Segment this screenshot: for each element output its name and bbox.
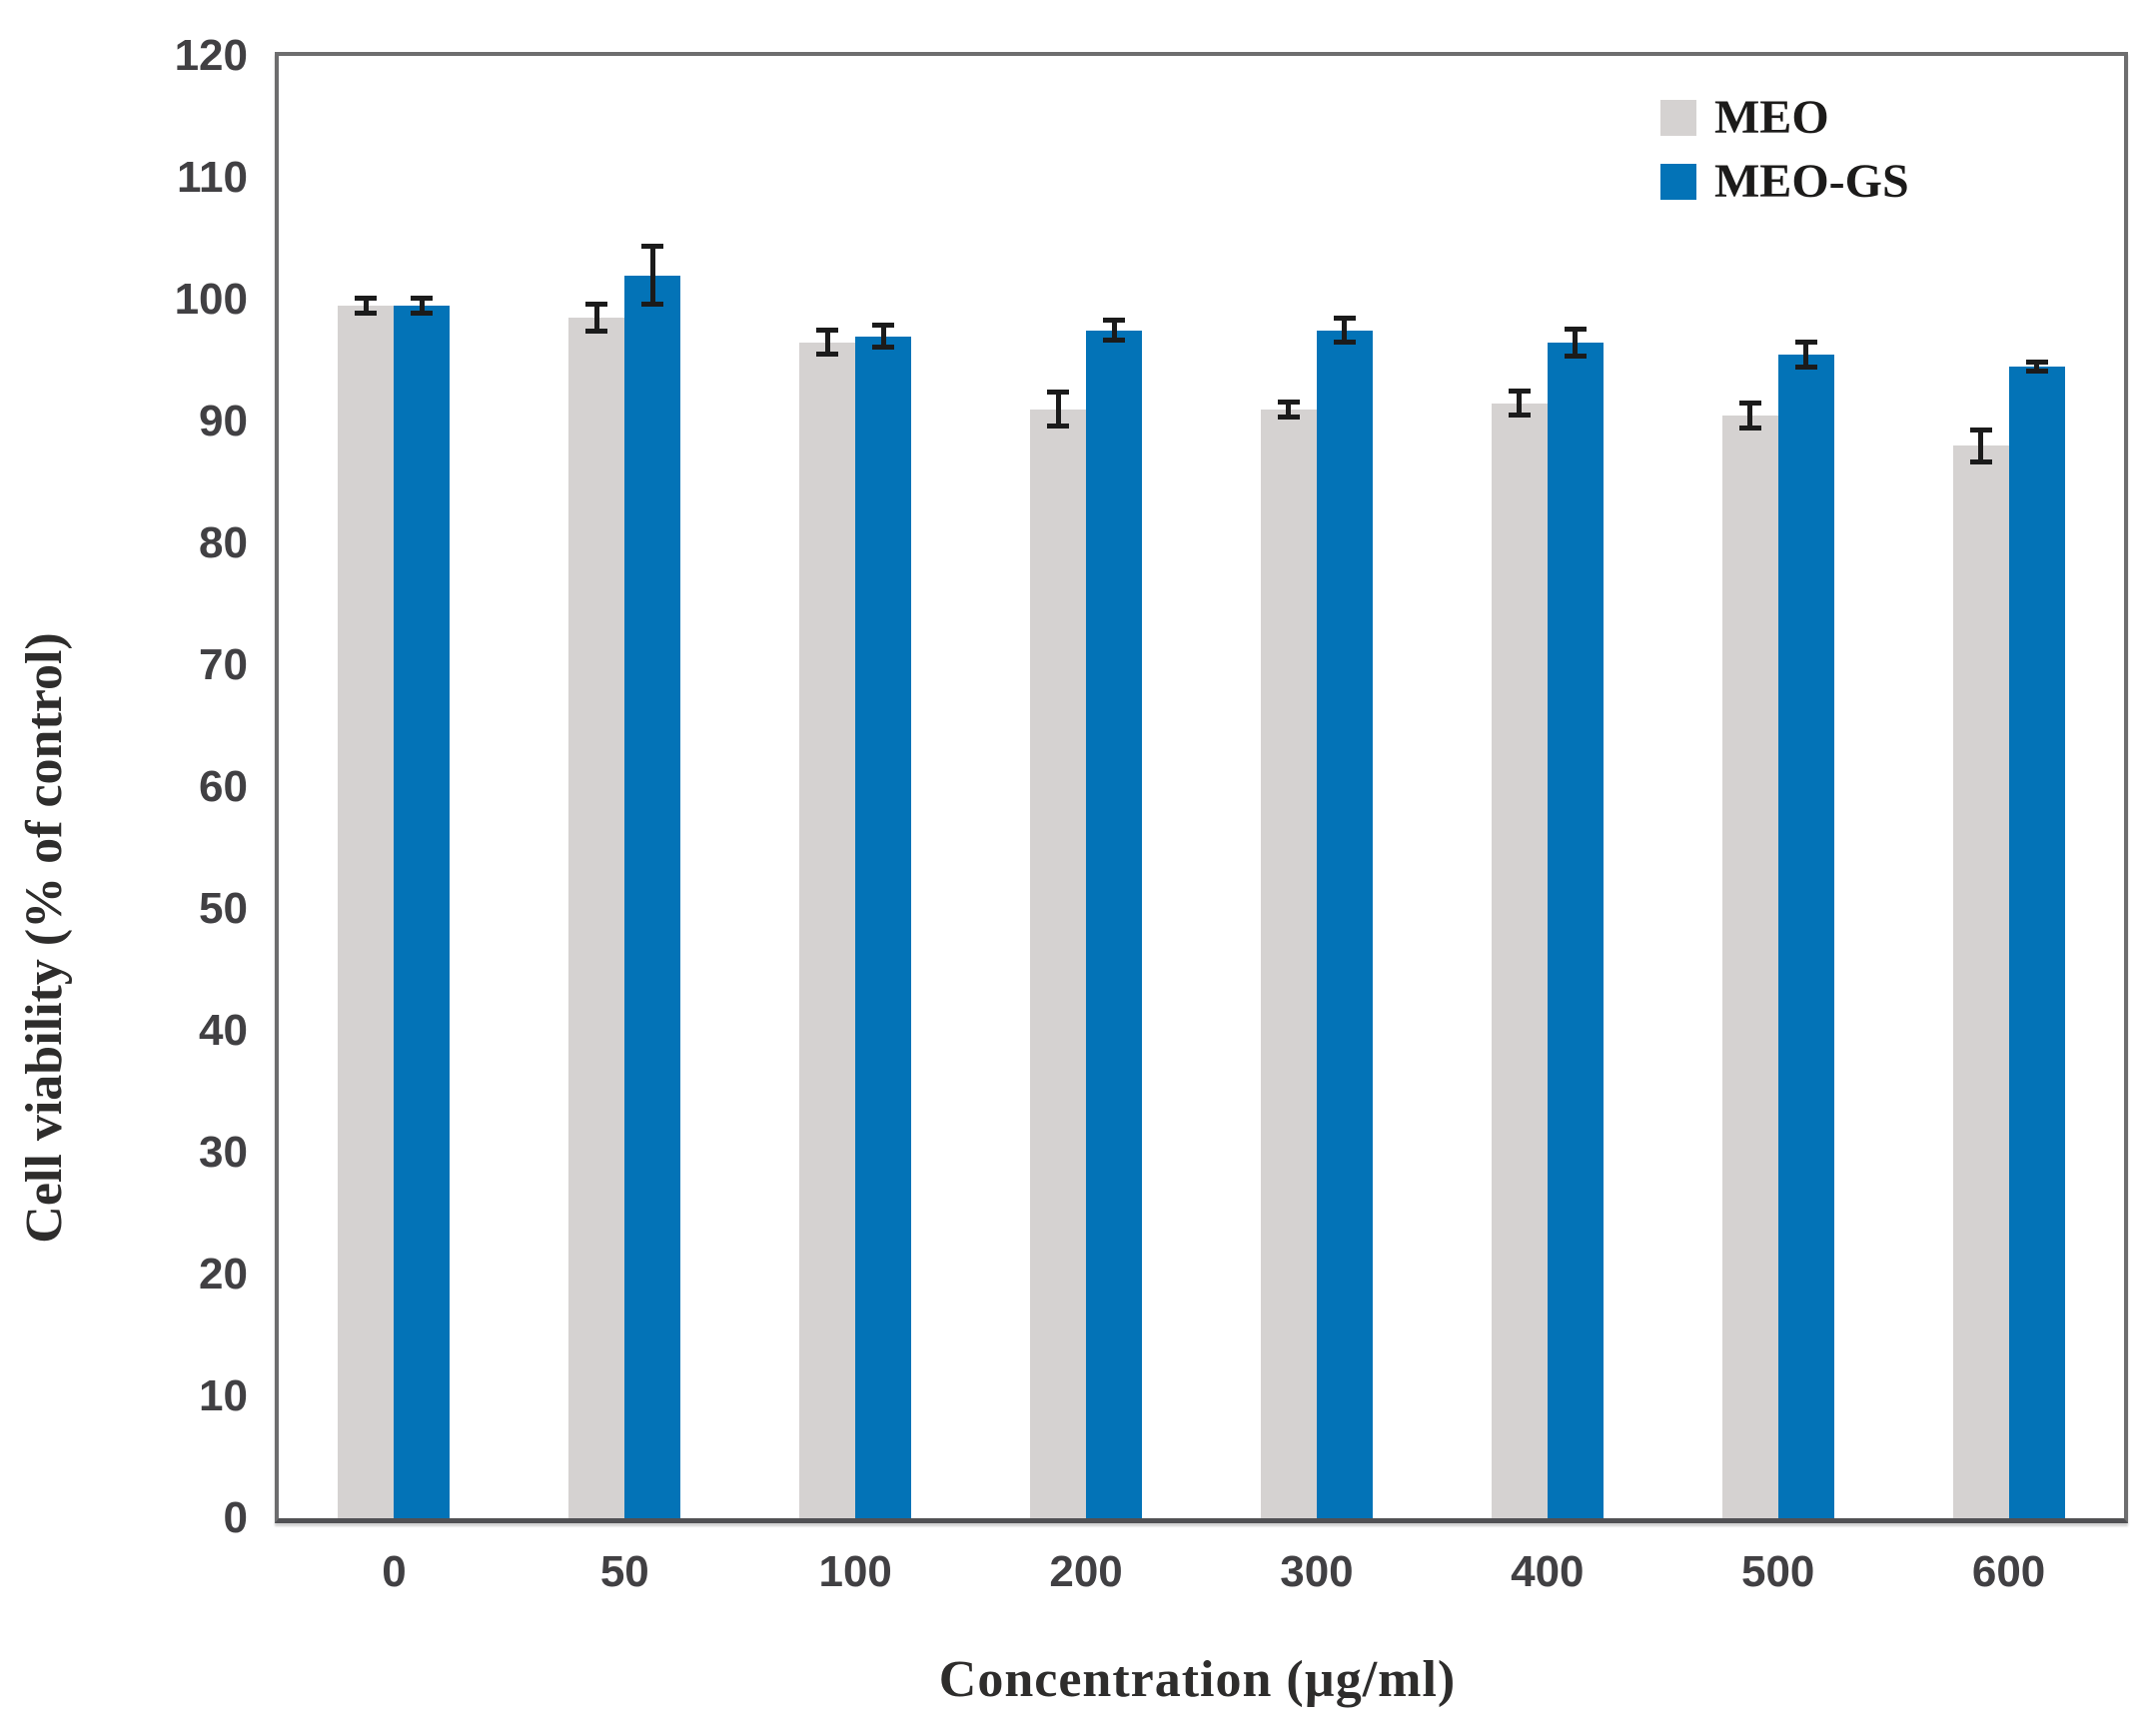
errorbar-cap-bottom-meo-0 — [355, 310, 378, 316]
bar-meo-gs-600 — [2008, 367, 2065, 1518]
errorbar-cap-bottom-meo-500 — [1738, 425, 1761, 431]
errorbar-meo-gs-0 — [419, 296, 425, 316]
errorbar-meo-gs-50 — [649, 243, 655, 308]
x-tick-label-300: 300 — [1280, 1547, 1354, 1596]
bar-meo-300 — [1260, 409, 1317, 1518]
y-tick-label-120: 120 — [174, 31, 248, 80]
errorbar-cap-bottom-meo-gs-50 — [641, 302, 664, 308]
errorbar-cap-top-meo-gs-50 — [641, 243, 664, 249]
errorbar-cap-bottom-meo-gs-100 — [872, 345, 895, 351]
errorbar-meo-0 — [363, 296, 369, 316]
errorbar-cap-bottom-meo-600 — [1969, 458, 1992, 464]
errorbar-cap-top-meo-500 — [1738, 401, 1761, 407]
errorbar-cap-top-meo-100 — [816, 328, 839, 334]
y-tick-label-70: 70 — [199, 640, 248, 689]
errorbar-meo-gs-400 — [1573, 326, 1579, 359]
bar-meo-gs-300 — [1316, 330, 1373, 1518]
y-tick-label-40: 40 — [199, 1006, 248, 1055]
errorbar-meo-300 — [1286, 400, 1292, 420]
errorbar-meo-gs-500 — [1803, 340, 1809, 370]
errorbar-cap-bottom-meo-gs-0 — [411, 310, 434, 316]
y-tick-label-100: 100 — [174, 275, 248, 324]
bar-meo-400 — [1491, 403, 1548, 1518]
errorbar-meo-gs-100 — [880, 323, 886, 350]
errorbar-cap-bottom-meo-gs-400 — [1564, 353, 1587, 359]
errorbar-cap-bottom-meo-400 — [1508, 413, 1531, 419]
errorbar-cap-top-meo-50 — [585, 302, 608, 308]
y-tick-label-20: 20 — [199, 1250, 248, 1299]
errorbar-meo-50 — [593, 302, 599, 335]
errorbar-meo-gs-300 — [1342, 315, 1348, 346]
errorbar-meo-400 — [1517, 389, 1523, 419]
errorbar-cap-top-meo-gs-0 — [411, 296, 434, 302]
bar-meo-gs-500 — [1777, 354, 1834, 1518]
x-axis-title: Concentration (µg/ml) — [938, 1651, 1457, 1708]
errorbar-cap-top-meo-200 — [1047, 390, 1070, 396]
x-tick-label-500: 500 — [1740, 1547, 1815, 1596]
errorbar-cap-bottom-meo-300 — [1277, 414, 1300, 420]
legend: MEO MEO-GS — [1660, 91, 1909, 208]
errorbar-cap-bottom-meo-gs-500 — [1794, 364, 1817, 370]
y-tick-label-10: 10 — [199, 1371, 248, 1420]
y-tick-label-110: 110 — [177, 153, 248, 202]
errorbar-meo-200 — [1055, 390, 1061, 430]
plot-area — [275, 52, 2128, 1523]
errorbar-meo-500 — [1747, 401, 1753, 431]
x-tick-label-200: 200 — [1049, 1547, 1123, 1596]
bar-meo-50 — [568, 318, 625, 1518]
legend-item-meo-gs: MEO-GS — [1660, 155, 1909, 208]
errorbar-cap-bottom-meo-100 — [816, 352, 839, 358]
errorbar-meo-100 — [824, 328, 830, 358]
errorbar-cap-top-meo-gs-300 — [1333, 315, 1356, 321]
y-tick-label-80: 80 — [199, 518, 248, 567]
bar-meo-gs-100 — [855, 336, 912, 1518]
errorbar-cap-top-meo-gs-600 — [2025, 359, 2048, 365]
legend-label-meo-gs: MEO-GS — [1714, 155, 1909, 208]
errorbar-cap-bottom-meo-200 — [1047, 424, 1070, 430]
y-tick-label-30: 30 — [199, 1128, 248, 1177]
errorbar-cap-bottom-meo-50 — [585, 329, 608, 335]
y-tick-label-50: 50 — [199, 884, 248, 933]
x-tick-label-400: 400 — [1511, 1547, 1585, 1596]
errorbar-cap-top-meo-0 — [355, 296, 378, 302]
errorbar-cap-bottom-meo-gs-600 — [2025, 369, 2048, 375]
bar-meo-gs-200 — [1086, 330, 1143, 1518]
bar-meo-200 — [1030, 409, 1087, 1518]
x-tick-label-100: 100 — [818, 1547, 892, 1596]
y-tick-label-90: 90 — [199, 397, 248, 445]
x-tick-label-600: 600 — [1971, 1547, 2046, 1596]
bar-meo-gs-50 — [624, 275, 681, 1518]
errorbar-cap-top-meo-400 — [1508, 389, 1531, 395]
errorbar-cap-top-meo-gs-100 — [872, 323, 895, 329]
y-tick-label-60: 60 — [199, 762, 248, 811]
errorbar-cap-top-meo-600 — [1969, 428, 1992, 434]
errorbar-meo-gs-600 — [2034, 359, 2040, 375]
legend-swatch-meo-gs — [1660, 164, 1696, 200]
legend-label-meo: MEO — [1714, 91, 1829, 144]
errorbar-cap-top-meo-gs-500 — [1794, 340, 1817, 346]
errorbar-cap-top-meo-gs-400 — [1564, 326, 1587, 332]
y-tick-label-0: 0 — [223, 1493, 248, 1542]
bar-meo-600 — [1952, 445, 2009, 1518]
legend-swatch-meo — [1660, 100, 1696, 136]
bar-meo-gs-400 — [1547, 342, 1604, 1518]
bar-meo-gs-0 — [394, 306, 451, 1518]
errorbar-meo-gs-200 — [1111, 318, 1117, 343]
x-tick-label-50: 50 — [599, 1547, 649, 1596]
legend-item-meo: MEO — [1660, 91, 1909, 144]
bar-meo-500 — [1721, 415, 1778, 1518]
bar-meo-0 — [338, 306, 395, 1518]
errorbar-cap-top-meo-gs-200 — [1103, 318, 1126, 324]
errorbar-cap-bottom-meo-gs-200 — [1103, 337, 1126, 343]
x-tick-label-0: 0 — [382, 1547, 407, 1596]
bar-meo-100 — [799, 342, 856, 1518]
errorbar-cap-top-meo-300 — [1277, 400, 1300, 406]
errorbar-cap-bottom-meo-gs-300 — [1333, 340, 1356, 346]
errorbar-meo-600 — [1978, 428, 1984, 464]
